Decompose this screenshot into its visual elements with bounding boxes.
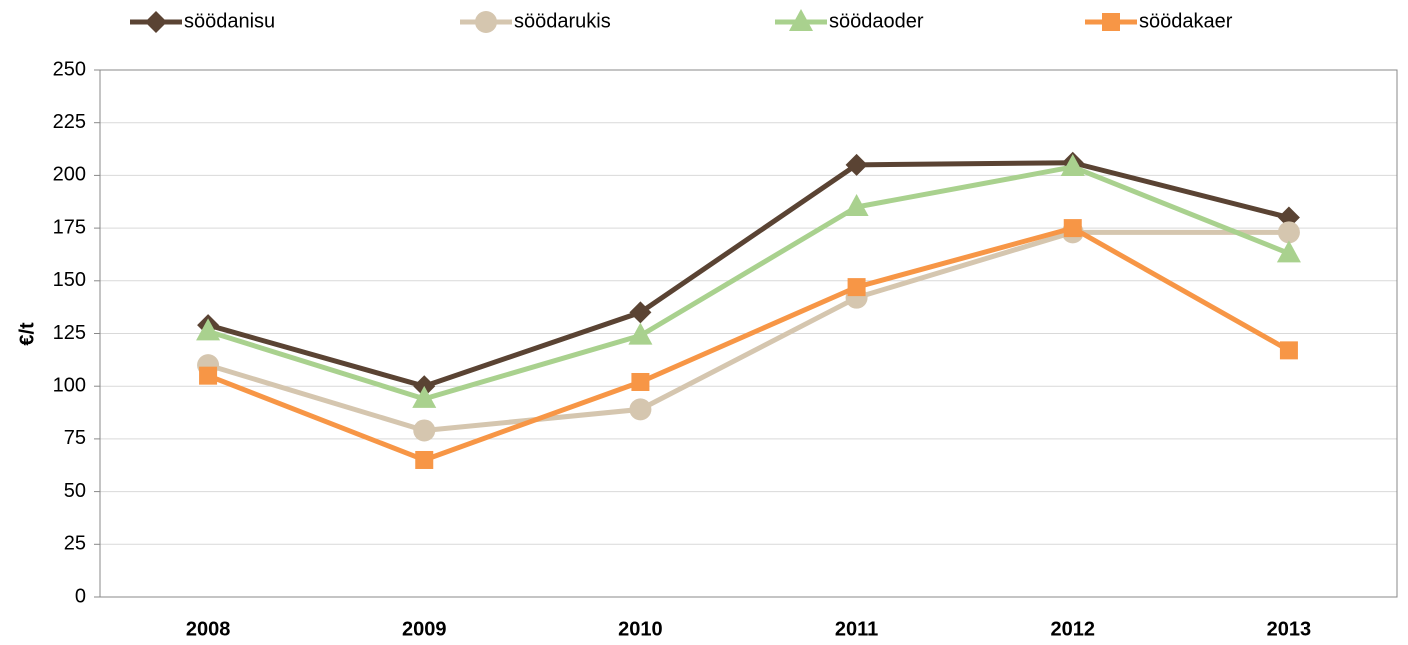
x-tick-label: 2012	[1051, 618, 1096, 640]
y-tick-label: 175	[53, 216, 86, 238]
y-axis-label: €/t	[16, 322, 38, 346]
legend-label: söödakaer	[1139, 10, 1233, 32]
marker	[1277, 221, 1300, 244]
marker	[789, 9, 813, 31]
marker	[1279, 341, 1298, 360]
x-tick-label: 2009	[402, 618, 447, 640]
marker	[412, 385, 437, 408]
y-tick-label: 50	[64, 480, 86, 502]
marker	[1276, 240, 1301, 263]
x-tick-label: 2010	[618, 618, 663, 640]
y-tick-label: 25	[64, 533, 86, 555]
y-tick-label: 100	[53, 374, 86, 396]
x-tick-label: 2008	[186, 618, 231, 640]
marker	[629, 301, 652, 324]
y-tick-label: 150	[53, 269, 86, 291]
series-line	[207, 225, 1291, 463]
x-tick-label: 2013	[1267, 618, 1312, 640]
marker	[145, 11, 167, 33]
y-tick-label: 225	[53, 111, 86, 133]
plot-border	[99, 69, 1398, 598]
x-tick-label: 2011	[835, 618, 878, 640]
legend-label: söödarukis	[514, 10, 611, 32]
series-line	[207, 229, 1289, 433]
y-tick-label: 200	[53, 164, 86, 186]
marker	[199, 366, 218, 385]
y-tick-label: 125	[53, 322, 86, 344]
legend-label: söödaoder	[829, 10, 924, 32]
marker	[1102, 13, 1120, 31]
y-tick-label: 250	[53, 58, 86, 80]
series-line	[207, 164, 1290, 402]
marker	[628, 322, 653, 345]
marker	[629, 398, 652, 421]
marker	[1063, 219, 1082, 238]
marker	[847, 278, 866, 297]
marker	[631, 372, 650, 391]
marker	[845, 153, 868, 176]
marker	[196, 318, 221, 341]
marker	[413, 419, 436, 442]
marker	[475, 11, 497, 33]
y-tick-label: 0	[75, 585, 86, 607]
legend-label: söödanisu	[184, 10, 275, 32]
marker	[844, 194, 869, 217]
marker	[415, 450, 434, 469]
y-tick-label: 75	[64, 427, 86, 449]
series-line	[207, 160, 1290, 389]
marker	[1060, 153, 1085, 176]
